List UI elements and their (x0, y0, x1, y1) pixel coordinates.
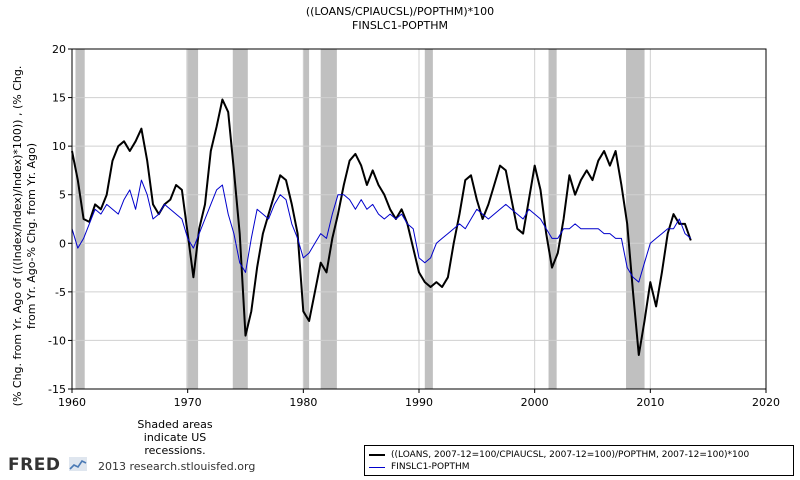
y-axis-label-line-1: (% Chg. from Yr. Ago of (((Index/Index)/… (11, 65, 24, 407)
series-lines (71, 98, 692, 356)
fred-logo-text: FRED (8, 455, 61, 475)
recession-shading (75, 49, 645, 389)
recession-band-4 (320, 49, 337, 389)
series-line-1 (71, 179, 692, 283)
x-tick-label: 1990 (405, 396, 433, 409)
x-tick-label: 2020 (752, 396, 780, 409)
recession-band-2 (232, 49, 248, 389)
x-tick-label: 2000 (521, 396, 549, 409)
y-tick-label: 15 (52, 92, 66, 105)
legend-label-loans: ((LOANS, 2007-12=100/CPIAUCSL, 2007-12=1… (391, 450, 750, 460)
x-tick-label: 1960 (58, 396, 86, 409)
series-line-0 (71, 98, 692, 356)
gridlines (72, 49, 766, 389)
fred-logo[interactable]: FRED (8, 455, 87, 475)
y-axis-label: (% Chg. from Yr. Ago of (((Index/Index)/… (11, 21, 39, 451)
y-tick-label: 5 (59, 189, 66, 202)
y-tick-label: -5 (55, 286, 66, 299)
x-tick-label: 1970 (174, 396, 202, 409)
legend-swatch-blue (369, 466, 385, 468)
y-tick-label: -15 (48, 383, 66, 396)
legend: ((LOANS, 2007-12=100/CPIAUCSL, 2007-12=1… (364, 445, 794, 476)
y-tick-label: 0 (59, 237, 66, 250)
y-axis-ticks: -15 -10 -5 0 5 10 15 20 (48, 43, 72, 396)
recession-note: Shaded areas indicate US recessions. (137, 418, 213, 457)
x-axis-ticks: 1960 1970 1980 1990 2000 2010 2020 (58, 389, 780, 409)
recession-band-6 (548, 49, 557, 389)
legend-item-loans: ((LOANS, 2007-12=100/CPIAUCSL, 2007-12=1… (369, 449, 749, 461)
recession-band-1 (186, 49, 199, 389)
y-axis-label-line-2: from Yr. Ago-% Chg. from Yr. Ago) (25, 142, 38, 330)
chart-logo-icon (68, 457, 87, 471)
copyright: 2013 research.stlouisfed.org (98, 460, 256, 473)
recession-band-7 (626, 49, 645, 389)
y-tick-label: -10 (48, 334, 66, 347)
legend-swatch-black (369, 454, 385, 456)
recession-band-0 (75, 49, 85, 389)
x-tick-label: 2010 (636, 396, 664, 409)
x-tick-label: 1980 (289, 396, 317, 409)
chart-subtitle: FINSLC1-POPTHM (352, 19, 448, 32)
y-tick-label: 20 (52, 43, 66, 56)
recession-band-5 (424, 49, 433, 389)
y-tick-label: 10 (52, 140, 66, 153)
legend-item-finslc1: FINSLC1-POPTHM (369, 461, 470, 473)
legend-label-finslc1: FINSLC1-POPTHM (391, 462, 470, 472)
chart-title: ((LOANS/CPIAUCSL)/POPTHM)*100 (305, 5, 495, 18)
recession-band-3 (303, 49, 310, 389)
